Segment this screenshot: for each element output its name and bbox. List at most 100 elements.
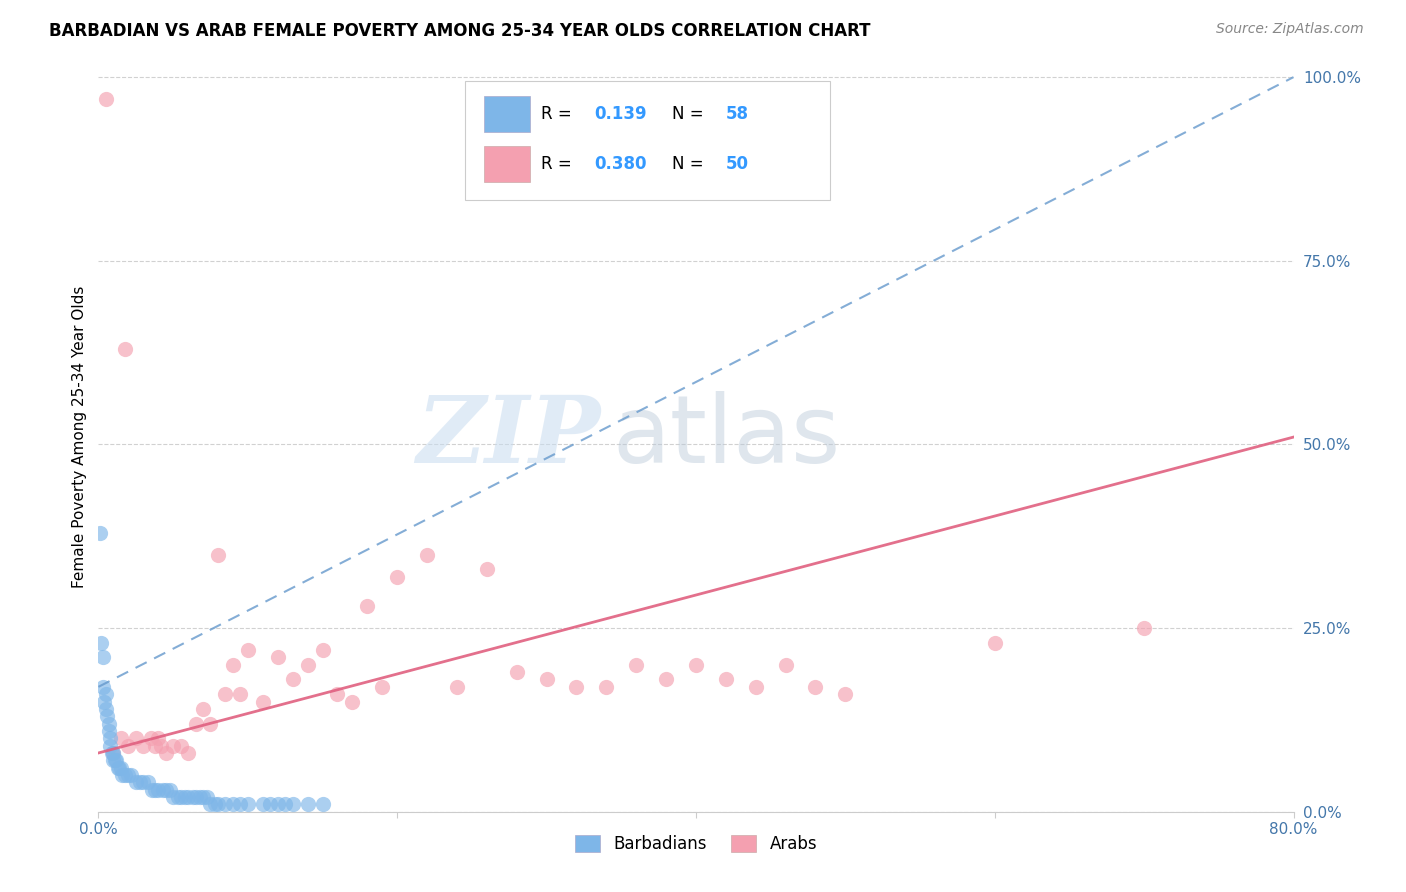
Point (169, 739, 191, 753)
Point (326, 687, 349, 701)
Point (475, 562, 498, 576)
Point (311, 797, 333, 812)
Point (371, 680, 394, 694)
Point (132, 739, 155, 753)
Point (222, 657, 245, 672)
Point (252, 797, 274, 812)
Point (162, 790, 184, 805)
Point (536, 673, 558, 687)
Point (162, 739, 184, 753)
Point (188, 790, 211, 805)
Point (103, 746, 125, 760)
Point (101, 746, 124, 760)
Point (159, 782, 181, 797)
Point (105, 753, 128, 767)
Point (775, 657, 797, 672)
Point (214, 797, 236, 812)
Point (177, 746, 200, 760)
Point (626, 657, 648, 672)
Point (94, 687, 117, 701)
Point (297, 657, 319, 672)
Point (714, 673, 737, 687)
Point (150, 739, 173, 753)
Point (416, 548, 439, 562)
Text: 0.380: 0.380 (595, 155, 647, 173)
Point (267, 797, 290, 812)
Point (155, 746, 177, 760)
Point (114, 768, 136, 782)
Y-axis label: Female Poverty Among 25-34 Year Olds: Female Poverty Among 25-34 Year Olds (72, 286, 87, 588)
Point (103, 746, 125, 760)
Point (98, 739, 122, 753)
Point (446, 680, 468, 694)
Text: 50: 50 (725, 155, 749, 173)
Point (204, 797, 226, 812)
Point (91, 650, 114, 665)
Point (110, 761, 132, 775)
Point (97, 716, 120, 731)
Point (152, 782, 174, 797)
Point (385, 569, 409, 583)
Point (120, 768, 142, 782)
Point (184, 716, 207, 731)
Point (1133, 621, 1156, 635)
Point (90, 636, 112, 650)
Point (91, 680, 114, 694)
Point (143, 782, 166, 797)
Point (139, 731, 162, 746)
Point (148, 782, 170, 797)
Text: 0.139: 0.139 (595, 105, 647, 123)
Point (94, 92, 117, 106)
Legend: Barbadians, Arabs: Barbadians, Arabs (568, 828, 824, 860)
Point (252, 694, 274, 708)
Point (229, 797, 252, 812)
Text: R =: R = (541, 155, 576, 173)
Point (655, 673, 678, 687)
Point (103, 753, 125, 767)
Point (297, 797, 319, 812)
Point (984, 636, 1007, 650)
Point (267, 650, 290, 665)
Point (143, 739, 166, 753)
Point (311, 643, 333, 657)
Point (184, 790, 207, 805)
Point (117, 739, 139, 753)
Point (132, 775, 155, 789)
Text: 58: 58 (725, 105, 749, 123)
Point (236, 797, 259, 812)
Point (141, 782, 163, 797)
Text: atlas: atlas (613, 391, 841, 483)
Text: N =: N = (672, 155, 709, 173)
Text: Source: ZipAtlas.com: Source: ZipAtlas.com (1216, 22, 1364, 37)
Point (94, 702, 117, 716)
Point (125, 775, 148, 789)
Point (281, 673, 304, 687)
Point (259, 797, 281, 812)
Point (129, 775, 152, 789)
Bar (485, 146, 530, 182)
Point (97, 723, 120, 738)
Point (565, 680, 588, 694)
Point (108, 761, 131, 775)
FancyBboxPatch shape (465, 81, 830, 200)
Point (281, 797, 304, 812)
Point (191, 790, 214, 805)
Point (745, 680, 768, 694)
Point (274, 797, 297, 812)
Point (595, 680, 617, 694)
Point (148, 731, 170, 746)
Point (96, 709, 118, 723)
Point (342, 694, 364, 708)
Text: R =: R = (541, 105, 576, 123)
Point (222, 797, 245, 812)
Point (229, 687, 252, 701)
Point (89, 525, 111, 540)
Point (207, 797, 229, 812)
Point (104, 753, 127, 767)
Point (191, 702, 214, 716)
Point (685, 657, 707, 672)
Point (834, 687, 856, 701)
Point (110, 731, 132, 746)
Text: BARBADIAN VS ARAB FEMALE POVERTY AMONG 25-34 YEAR OLDS CORRELATION CHART: BARBADIAN VS ARAB FEMALE POVERTY AMONG 2… (49, 22, 870, 40)
Point (114, 342, 136, 356)
